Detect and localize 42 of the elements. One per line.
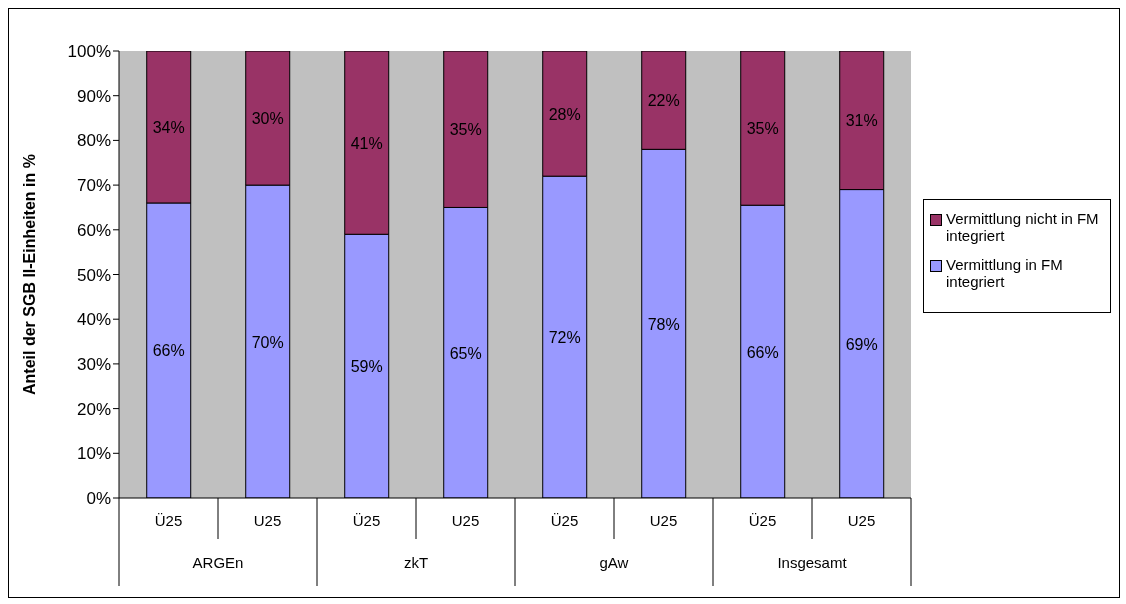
data-label: 30% — [251, 110, 284, 128]
x-tick-label: Ü25 — [154, 512, 183, 529]
data-label: 66% — [746, 343, 779, 361]
data-label: 70% — [251, 333, 284, 351]
data-label: 69% — [845, 335, 878, 353]
data-label: 78% — [647, 315, 680, 333]
text: zkT — [403, 554, 429, 571]
text: Insgesamt — [777, 554, 848, 571]
x-tick-label: Ü25 — [550, 512, 579, 529]
legend-label: Vermittlung in FM integriert — [946, 256, 1064, 290]
data-label: 22% — [647, 92, 680, 110]
data-label: 72% — [548, 329, 581, 347]
y-axis-title: Anteil der SGB II-Einheiten in % — [20, 154, 38, 395]
data-label: 35% — [746, 120, 779, 138]
y-tick-label: 80% — [76, 131, 111, 151]
x-tick-label: U25 — [451, 512, 480, 529]
x-tick-label: U25 — [253, 512, 282, 529]
y-tick-label: 100% — [67, 42, 111, 62]
data-label: 41% — [350, 134, 383, 152]
y-tick-label: 40% — [76, 310, 111, 330]
text: gAw — [599, 554, 629, 571]
y-tick-label: 30% — [76, 354, 111, 374]
data-label: 28% — [548, 105, 581, 123]
x-tick-label: Ü25 — [748, 512, 777, 529]
y-tick-label: 70% — [76, 176, 111, 196]
data-label: 35% — [449, 121, 482, 139]
y-tick-label: 10% — [76, 444, 111, 464]
y-tick-label: 20% — [76, 399, 111, 419]
data-label: 59% — [350, 358, 383, 376]
x-tick-label: Ü25 — [352, 512, 381, 529]
text: ARGEn — [192, 554, 244, 571]
y-tick-label: 60% — [76, 220, 111, 240]
x-tick-label: U25 — [649, 512, 678, 529]
y-tick-label: 90% — [76, 86, 111, 106]
y-tick-label: 50% — [76, 265, 111, 285]
y-tick-label: 0% — [86, 489, 111, 509]
x-tick-label: U25 — [847, 512, 876, 529]
data-label: 66% — [152, 342, 185, 360]
data-label: 31% — [845, 112, 878, 130]
data-label: 65% — [449, 344, 482, 362]
legend-label: Vermittlung nicht in FM integriert — [946, 210, 1100, 244]
data-label: 34% — [152, 118, 185, 136]
